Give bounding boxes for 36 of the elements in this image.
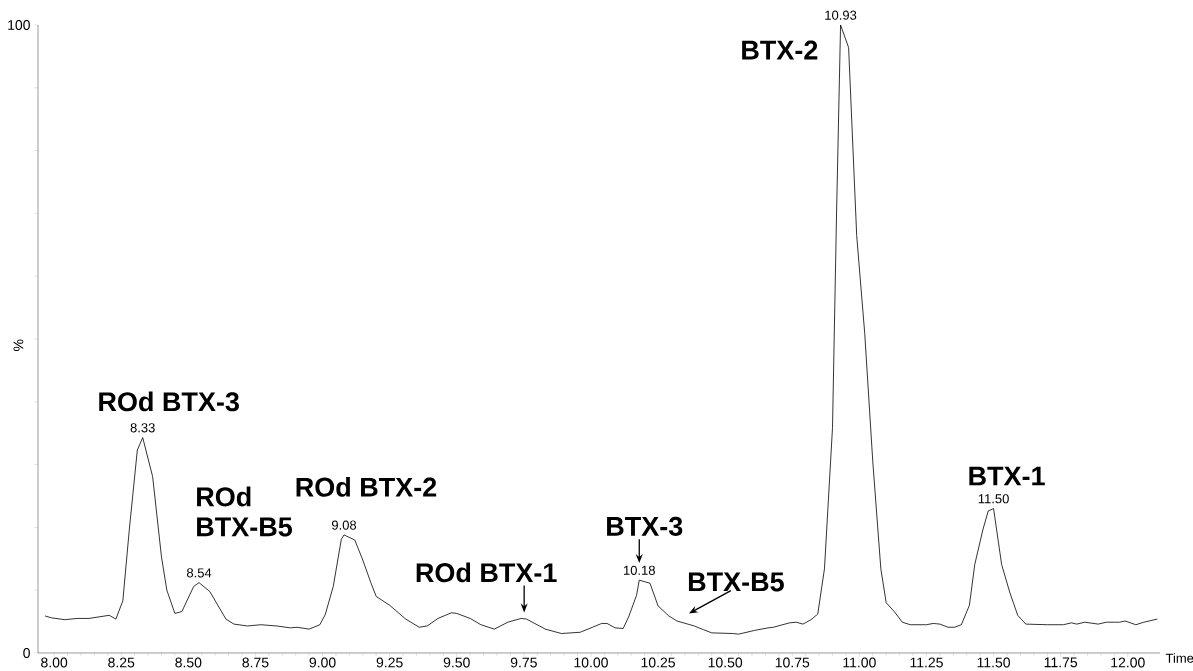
annotation: BTX-3 (607, 516, 683, 536)
annotation: ROd BTX-1 (416, 562, 557, 583)
x-tick-label: 10.00 (574, 657, 608, 668)
x-axis-title: Time (1165, 653, 1193, 663)
annotation: 10.93 (825, 10, 857, 20)
annotation: 8.54 (186, 568, 212, 578)
x-tick-label: 11.50 (977, 657, 1011, 668)
x-tick-label: 11.75 (1044, 657, 1078, 668)
y-axis-title: % (13, 339, 24, 351)
x-tick-label: 8.00 (41, 657, 68, 668)
x-tick-label: 11.00 (843, 657, 876, 668)
annotation: BTX-2 (742, 40, 818, 60)
annotation: BTX-B5 (688, 572, 784, 592)
x-tick-label: 12.00 (1111, 657, 1145, 668)
x-tick-label: 8.50 (175, 657, 202, 668)
annotation: ROd BTX-B5 (197, 486, 293, 537)
x-tick-label: 8.25 (108, 657, 135, 668)
x-tick-label: 9.75 (510, 657, 537, 668)
line-series (44, 24, 1158, 635)
y-tick-label: 0 (23, 648, 30, 658)
annotation: BTX-1 (969, 466, 1045, 486)
x-tick-label: 8.75 (242, 657, 269, 668)
x-tick-label: 9.50 (443, 657, 470, 668)
annotation: 8.33 (130, 423, 155, 433)
x-tick-label: 9.25 (376, 657, 403, 668)
annotation: ROd BTX-3 (99, 391, 239, 412)
annotation: 11.50 (978, 494, 1009, 504)
x-tick-label: 10.50 (708, 657, 743, 668)
x-tick-label: 10.75 (775, 657, 810, 668)
y-tick-label: 100 (8, 20, 30, 30)
annotation: ROd BTX-2 (296, 476, 437, 497)
x-tick-label: 10.25 (641, 657, 675, 668)
x-tick-label: 11.25 (910, 657, 943, 668)
annotation: 10.18 (623, 565, 655, 575)
x-tick-label: 9.00 (309, 657, 336, 668)
annotation: 9.08 (331, 520, 357, 530)
